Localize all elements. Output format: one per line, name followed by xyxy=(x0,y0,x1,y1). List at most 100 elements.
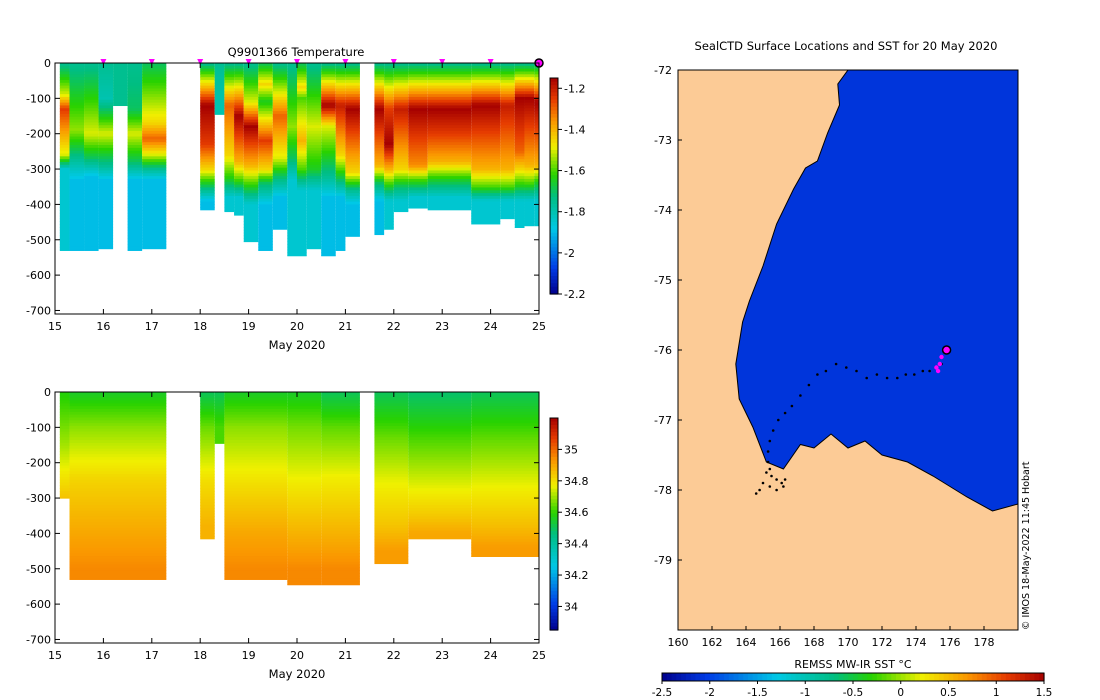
temp-cell xyxy=(243,198,259,203)
temp-cell xyxy=(374,178,385,183)
sal-cell xyxy=(69,431,167,436)
temp-cell xyxy=(514,176,525,180)
temp-profile xyxy=(200,63,215,211)
temp-cell xyxy=(243,187,259,191)
sal-cell xyxy=(321,397,360,402)
temp-cell xyxy=(393,122,409,126)
temp-cell xyxy=(514,63,525,67)
profile-marker xyxy=(245,59,252,65)
temp-cell xyxy=(243,238,259,242)
sal-cell xyxy=(59,425,70,430)
sst-colorbar-swatch xyxy=(895,673,902,681)
temp-cell xyxy=(258,210,273,214)
temp-cell xyxy=(374,193,385,197)
sal-cell xyxy=(287,547,322,551)
temp-cell xyxy=(258,159,273,163)
sal-cell xyxy=(69,411,167,416)
temp-cell xyxy=(335,176,346,180)
temp-cell xyxy=(214,108,225,112)
temp-cell xyxy=(471,150,501,155)
temp-cell xyxy=(98,224,114,228)
temp-cell xyxy=(258,207,273,211)
temp-cell xyxy=(408,122,428,126)
temp-cell xyxy=(287,193,297,197)
temp-cell xyxy=(59,187,70,191)
temp-cell xyxy=(335,82,346,87)
sal-cell xyxy=(471,431,539,436)
sal-colorbar-swatch xyxy=(550,495,558,500)
temp-cell xyxy=(258,85,273,90)
sal-colorbar-swatch xyxy=(550,442,558,447)
temp-cell xyxy=(427,133,472,138)
sal-cell xyxy=(69,485,167,489)
temp-cell xyxy=(384,176,394,180)
temp-colorbar-swatch xyxy=(550,182,558,187)
temp-cell xyxy=(514,85,525,90)
temp-cell xyxy=(534,159,539,163)
sst-colorbar-swatch xyxy=(819,673,825,681)
sst-colorbar-swatch xyxy=(767,673,773,681)
temp-cell xyxy=(297,204,307,208)
temp-cell xyxy=(393,113,409,118)
sal-cell xyxy=(69,493,167,498)
temp-cell xyxy=(335,142,346,146)
temp-cell xyxy=(345,176,360,180)
sal-cell xyxy=(69,505,167,509)
sal-cell xyxy=(287,505,322,509)
sal-cell xyxy=(59,394,70,399)
temp-cell xyxy=(297,116,307,121)
temp-cell xyxy=(297,125,307,129)
temp-cell xyxy=(514,147,525,152)
temp-cell xyxy=(287,235,297,239)
sal-cell xyxy=(471,417,539,421)
temp-cell xyxy=(321,150,336,155)
temp-cell xyxy=(345,136,360,140)
temp-cell xyxy=(321,246,336,251)
sal-cell xyxy=(59,490,70,495)
sal-colorbar-tick-label: 34.4 xyxy=(564,538,589,551)
temp-cell xyxy=(374,187,385,191)
temp-cell xyxy=(224,147,235,152)
sst-colorbar-swatch xyxy=(1029,673,1036,681)
sal-cell xyxy=(59,411,70,416)
temp-cell xyxy=(243,91,259,95)
temp-cell xyxy=(272,218,288,222)
temp-cell xyxy=(306,88,322,92)
map-x-tick-label: 176 xyxy=(940,636,961,649)
sal-cell xyxy=(287,499,322,503)
sal-cell xyxy=(471,476,539,481)
sal-cell xyxy=(471,437,539,441)
temp-cell xyxy=(98,210,114,214)
seal-track-point xyxy=(790,404,794,408)
temp-cell xyxy=(345,91,360,95)
sal-cell xyxy=(471,423,539,427)
temp-cell xyxy=(534,133,539,138)
sal-cell xyxy=(287,519,322,523)
temp-cell xyxy=(321,249,336,254)
temp-cell xyxy=(514,193,525,197)
temp-cell xyxy=(500,74,515,78)
sal-cell xyxy=(374,440,409,444)
temp-cell xyxy=(297,238,307,242)
temp-cell xyxy=(224,71,235,75)
temp-cell xyxy=(297,133,307,138)
temp-cell xyxy=(306,142,322,146)
temp-cell xyxy=(524,170,535,174)
temp-colorbar-swatch xyxy=(550,207,558,212)
temp-cell xyxy=(272,221,288,225)
temp-cell xyxy=(393,181,409,186)
temp-cell xyxy=(98,170,114,174)
sal-cell xyxy=(287,437,322,441)
temp-cell xyxy=(98,190,114,194)
temp-cell xyxy=(224,128,235,132)
sal-colorbar-swatch xyxy=(550,548,558,553)
temp-cell xyxy=(98,145,114,149)
temp-cell xyxy=(98,105,114,109)
temp-cell xyxy=(84,122,99,126)
sal-cell xyxy=(408,459,472,464)
temp-colorbar-swatch xyxy=(550,189,558,194)
temp-cell xyxy=(408,193,428,197)
temp-cell xyxy=(69,204,85,208)
temp-cell xyxy=(214,91,225,95)
temp-cell xyxy=(234,164,244,169)
